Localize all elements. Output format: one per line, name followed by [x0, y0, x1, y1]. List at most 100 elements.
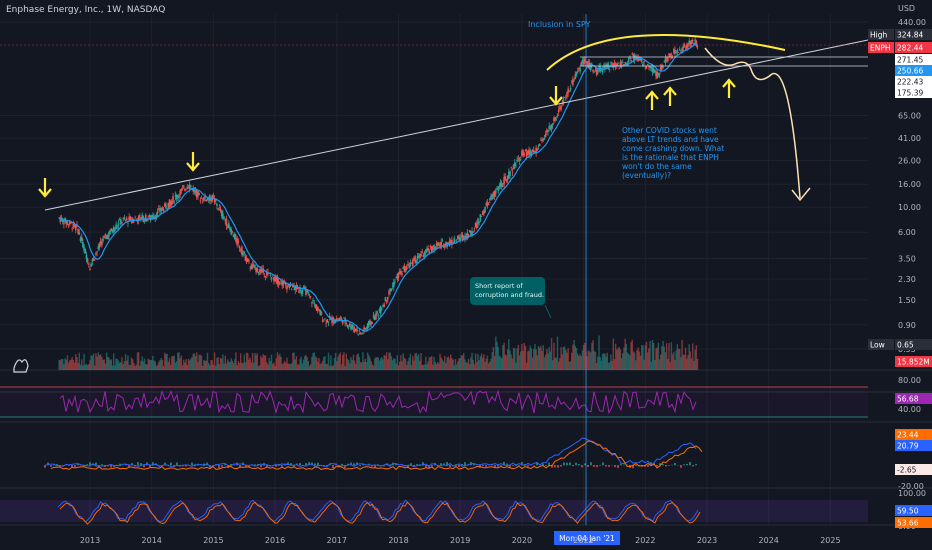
candle-body	[159, 207, 161, 212]
volume-bar	[541, 351, 543, 370]
covid-note: Other COVID stocks went above LT trends a…	[622, 126, 724, 180]
volume-bar	[79, 364, 82, 370]
candle-body	[230, 228, 232, 235]
candle-body	[363, 327, 365, 331]
candle-body	[371, 323, 374, 324]
volume-bar	[412, 355, 414, 370]
volume-bar	[448, 358, 451, 370]
candle-body	[287, 284, 289, 286]
volume-bar	[309, 364, 312, 370]
candle-body	[519, 159, 522, 160]
candle-body	[201, 200, 204, 202]
volume-bar	[212, 364, 215, 370]
macd-histogram-bar	[131, 463, 133, 466]
volume-bar	[370, 361, 372, 370]
candle-body	[137, 215, 140, 221]
candle-body	[621, 62, 624, 63]
macd-tick: -20.00	[898, 482, 924, 491]
candle-body	[569, 87, 572, 90]
volume-bar	[502, 345, 504, 370]
volume-bar	[540, 345, 542, 370]
rsi-line	[59, 389, 697, 415]
volume-bar	[257, 365, 260, 370]
candle-body	[99, 241, 102, 245]
macd-line	[44, 437, 697, 468]
volume-bar	[200, 355, 203, 370]
volume-bar	[527, 351, 529, 370]
candle-body	[650, 66, 653, 69]
candle-body	[511, 171, 514, 173]
candle-body	[695, 40, 698, 47]
volume-bar	[122, 364, 124, 370]
volume-bar	[450, 354, 452, 370]
candle-body	[592, 69, 594, 72]
macd-histogram-bar	[275, 465, 277, 467]
volume-bar	[441, 359, 444, 370]
candle-body	[453, 238, 456, 244]
candle-body	[499, 181, 502, 187]
down-arrow-icon	[186, 152, 200, 172]
candle-body	[321, 320, 324, 322]
candle-body	[658, 73, 661, 76]
volume-bar	[567, 348, 569, 370]
candle-body	[426, 248, 428, 250]
volume-bar	[188, 360, 191, 370]
volume-bar	[479, 356, 482, 370]
candle-body	[626, 62, 629, 63]
volume-bar	[154, 361, 156, 370]
volume-bar	[222, 354, 224, 370]
candle-body	[528, 149, 530, 155]
macd-histogram-bar	[359, 465, 361, 467]
volume-bar	[90, 355, 92, 370]
volume-bar	[625, 343, 628, 370]
macd-histogram-bar	[305, 463, 307, 466]
macd-histogram-bar	[503, 462, 505, 466]
volume-bar	[553, 342, 555, 370]
candle-body	[534, 151, 536, 153]
volume-bar	[216, 358, 218, 370]
candle-body	[143, 219, 146, 222]
volume-bar	[646, 352, 649, 370]
candle-body	[224, 220, 227, 221]
volume-bar	[684, 347, 687, 370]
macd-signal-tag: 23.44	[897, 431, 919, 440]
volume-bar	[520, 351, 522, 370]
volume-bar	[71, 356, 73, 370]
candle-body	[454, 240, 457, 242]
x-tick-label: 2017	[327, 536, 347, 545]
volume-bar	[542, 345, 544, 370]
candle-body	[578, 68, 580, 70]
candle-body	[572, 78, 574, 86]
candle-body	[494, 190, 497, 194]
candle-body	[472, 232, 475, 233]
volume-bar	[145, 363, 147, 370]
volume-bar	[460, 355, 463, 370]
candle-body	[436, 242, 439, 246]
level-tag-1: 271.45	[897, 56, 923, 65]
candle-body	[375, 313, 377, 320]
volume-bar	[254, 353, 256, 370]
volume-bar	[129, 365, 132, 370]
volume-bar	[664, 352, 667, 370]
volume-bar	[107, 356, 109, 370]
volume-bar	[642, 345, 644, 370]
candle-body	[642, 63, 644, 67]
candle-body	[638, 58, 641, 60]
candle-body	[441, 240, 444, 242]
up-arrow-icon	[645, 90, 659, 110]
candle-body	[286, 285, 288, 290]
volume-bar	[224, 355, 226, 370]
volume-bar	[474, 353, 477, 370]
candle-body	[347, 325, 350, 327]
macd-histogram-bar	[203, 463, 205, 466]
volume-bar	[580, 355, 582, 370]
macd-histogram-bar	[86, 464, 88, 466]
macd-histogram-bar	[293, 465, 295, 467]
volume-bar	[305, 354, 307, 370]
volume-bar	[630, 342, 632, 370]
volume-bar	[584, 342, 586, 370]
moving-average-line	[58, 43, 698, 332]
y-tick-label: 41.00	[898, 134, 921, 143]
candle-body	[364, 328, 367, 330]
